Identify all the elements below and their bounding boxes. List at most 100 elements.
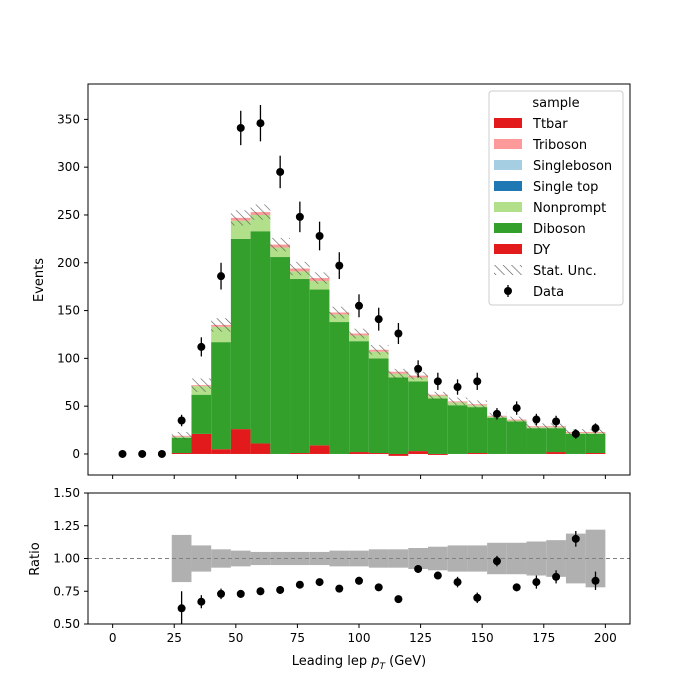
main-y-tick-label-6: 300 bbox=[57, 160, 80, 174]
bar-dy-bin-7 bbox=[250, 443, 271, 454]
bar-dy-bin-24 bbox=[585, 453, 606, 454]
bar-diboson-bin-16 bbox=[427, 398, 448, 454]
bar-diboson-bin-19 bbox=[487, 417, 507, 454]
x-tick-label-150: 150 bbox=[471, 631, 494, 645]
ratio-points bbox=[177, 530, 600, 624]
ratio-point-3 bbox=[236, 589, 245, 598]
bar-dy-bin-14 bbox=[388, 453, 409, 456]
legend-label-diboson: Diboson bbox=[533, 222, 586, 237]
ratio-band-bin-16 bbox=[427, 546, 448, 571]
ratio-point-15 bbox=[473, 593, 482, 602]
bar-dy-bin-4 bbox=[191, 433, 212, 454]
ratio-point-20 bbox=[571, 534, 580, 543]
bar-dy-bin-9 bbox=[290, 453, 310, 454]
main-y-axis-label: Events bbox=[32, 258, 47, 302]
legend-label-nonprompt: Nonprompt bbox=[533, 201, 606, 216]
data-point-15 bbox=[414, 364, 423, 373]
legend-swatch-single-top bbox=[494, 181, 522, 191]
bar-diboson-bin-11 bbox=[329, 322, 350, 454]
data-point-0 bbox=[118, 449, 127, 458]
data-point-9 bbox=[295, 212, 304, 221]
bar-diboson-bin-13 bbox=[368, 358, 389, 454]
main-x-ticks bbox=[112, 475, 606, 479]
bar-diboson-bin-15 bbox=[408, 381, 428, 452]
data-point-10 bbox=[315, 232, 324, 241]
ratio-point-21 bbox=[591, 576, 600, 585]
legend-swatch-stat-unc bbox=[494, 265, 522, 275]
ratio-y-tick-label-3: 1.25 bbox=[53, 519, 80, 533]
x-tick-label-25: 25 bbox=[167, 631, 182, 645]
legend: sample Ttbar Triboson Singleboson Single to… bbox=[488, 90, 624, 306]
ratio-point-4 bbox=[256, 587, 265, 596]
bar-dy-bin-16 bbox=[427, 453, 448, 455]
legend-label-triboson: Triboson bbox=[532, 138, 587, 153]
data-point-20 bbox=[512, 404, 521, 413]
stat-unc-bin-11 bbox=[329, 306, 350, 319]
x-tick-label-175: 175 bbox=[532, 631, 555, 645]
legend-title: sample bbox=[532, 96, 579, 111]
stat-unc-bin-13 bbox=[368, 344, 389, 355]
legend-label-singleboson: Singleboson bbox=[533, 159, 612, 174]
ratio-y-tick-label-1: 0.75 bbox=[53, 584, 80, 598]
data-point-23 bbox=[571, 429, 580, 438]
bar-nonprompt-bin-9 bbox=[290, 271, 310, 280]
ratio-point-0 bbox=[177, 604, 186, 613]
bar-dy-bin-18 bbox=[467, 453, 488, 454]
legend-swatch-diboson bbox=[494, 223, 522, 233]
bar-dy-bin-10 bbox=[309, 445, 330, 454]
ratio-point-13 bbox=[433, 571, 442, 580]
legend-swatch-nonprompt bbox=[494, 202, 522, 212]
ratio-y-tick-label-2: 1.00 bbox=[53, 552, 80, 566]
legend-label-stat-unc: Stat. Unc. bbox=[533, 264, 597, 279]
x-tick-label-0: 0 bbox=[109, 631, 117, 645]
bar-diboson-bin-24 bbox=[585, 433, 606, 454]
bar-diboson-bin-21 bbox=[526, 428, 547, 454]
legend-swatch-ttbar bbox=[494, 118, 522, 128]
stat-unc-bin-20 bbox=[506, 416, 527, 423]
bar-nonprompt-bin-10 bbox=[309, 280, 330, 290]
data-point-12 bbox=[355, 301, 363, 310]
main-panel: 0 50 100 150 200 250 300 350 Events sample Ttba… bbox=[32, 83, 631, 479]
main-y-tick-label-0: 0 bbox=[72, 447, 80, 461]
ratio-point-19 bbox=[552, 572, 561, 581]
stat-unc-bin-10 bbox=[309, 272, 330, 284]
data-point-18 bbox=[473, 377, 482, 386]
bar-diboson-bin-17 bbox=[447, 405, 468, 454]
ratio-point-8 bbox=[335, 584, 344, 593]
data-point-6 bbox=[236, 123, 245, 132]
stat-unc-bin-12 bbox=[349, 328, 369, 339]
ratio-point-6 bbox=[295, 580, 304, 589]
main-y-tick-label-5: 250 bbox=[57, 208, 80, 222]
bar-diboson-bin-3 bbox=[171, 437, 192, 454]
data-point-2 bbox=[157, 449, 166, 458]
bar-dy-bin-5 bbox=[211, 449, 231, 454]
stacked-bars bbox=[171, 212, 606, 456]
data-point-16 bbox=[433, 377, 442, 386]
legend-label-single-top: Single top bbox=[533, 180, 598, 195]
bar-dy-bin-6 bbox=[230, 429, 251, 454]
stat-unc-bin-17 bbox=[447, 397, 468, 406]
ratio-band-bin-18 bbox=[467, 545, 488, 572]
legend-swatch-triboson bbox=[494, 139, 522, 149]
bar-diboson-bin-18 bbox=[467, 407, 488, 454]
ratio-band-bin-17 bbox=[447, 545, 468, 572]
ratio-point-14 bbox=[453, 578, 462, 587]
data-point-19 bbox=[492, 409, 501, 418]
x-tick-label-100: 100 bbox=[348, 631, 371, 645]
bar-nonprompt-bin-8 bbox=[270, 247, 291, 258]
bar-diboson-bin-7 bbox=[250, 231, 271, 444]
main-y-tick-label-3: 150 bbox=[57, 304, 80, 318]
x-tick-label-200: 200 bbox=[594, 631, 617, 645]
bar-dy-bin-15 bbox=[408, 451, 428, 454]
ratio-band-bin-6 bbox=[230, 550, 251, 567]
ratio-point-2 bbox=[217, 589, 226, 598]
main-y-ticks: 0 50 100 150 200 250 300 350 bbox=[57, 112, 88, 461]
bar-dy-bin-22 bbox=[546, 452, 566, 454]
x-tick-label-50: 50 bbox=[228, 631, 243, 645]
bar-diboson-bin-20 bbox=[506, 421, 527, 454]
data-point-11 bbox=[335, 261, 344, 270]
legend-swatch-dy bbox=[494, 244, 522, 254]
stat-unc-bin-21 bbox=[526, 423, 547, 430]
ratio-band-bin-23 bbox=[565, 533, 586, 584]
ratio-point-9 bbox=[355, 576, 363, 585]
